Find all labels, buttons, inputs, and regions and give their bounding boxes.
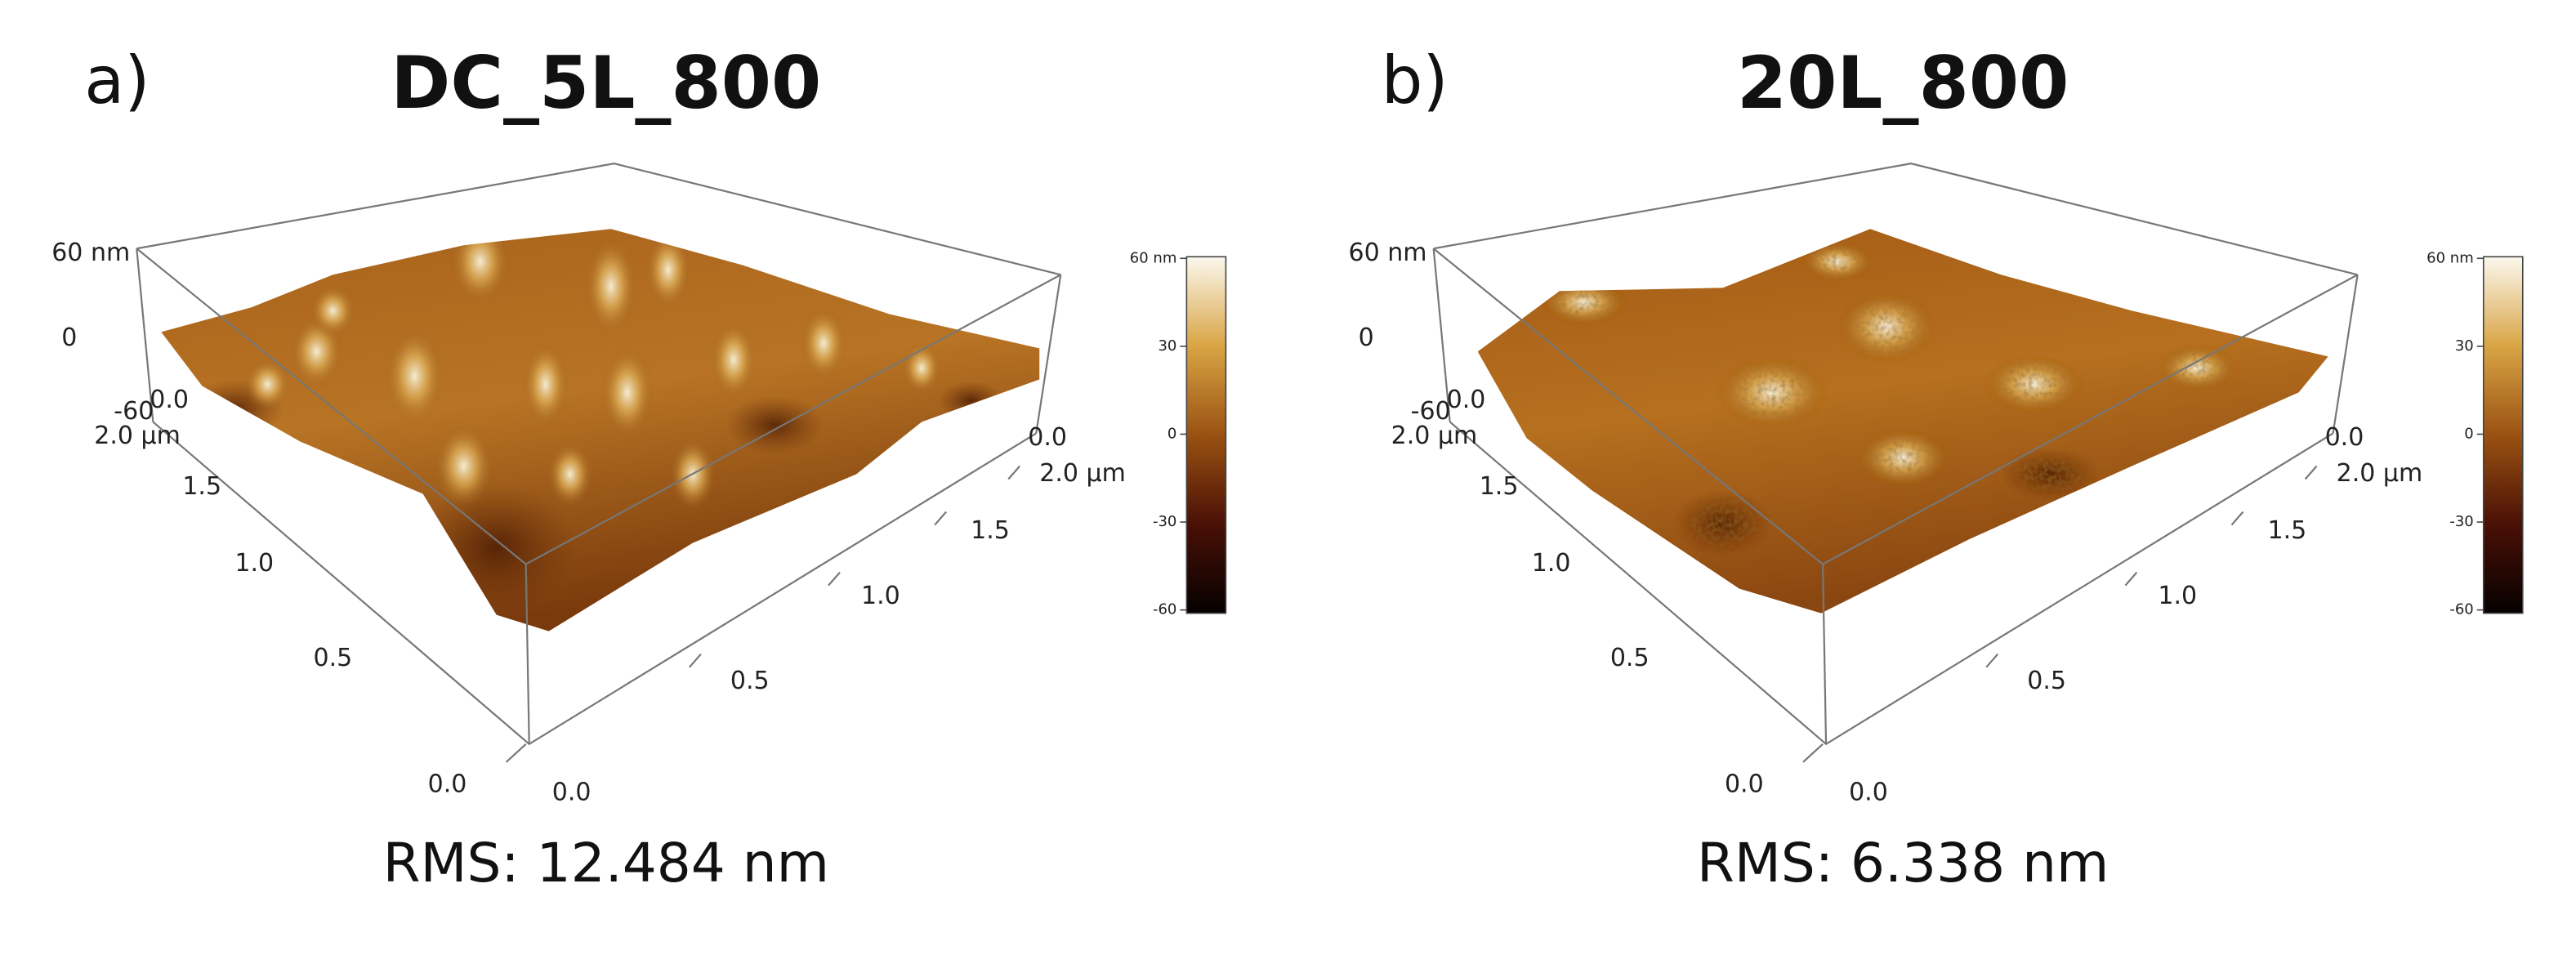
surface-peak: [522, 341, 569, 427]
x-axis-label: 0.0: [1028, 423, 1067, 452]
box-edge: [1821, 564, 1828, 744]
axis-tick: [2304, 465, 2318, 480]
colorbar-label: 60 nm: [1130, 249, 1177, 266]
rms-value: RMS: 6.338 nm: [1697, 832, 2109, 895]
box-edge: [525, 564, 530, 744]
surface-pit: [1673, 490, 1773, 556]
surface-peak: [710, 320, 757, 399]
z-axis-label: 60 nm: [51, 239, 130, 267]
axis-tick: [1985, 653, 1999, 668]
axis-tick: [505, 743, 527, 763]
z-axis-label: 0: [1359, 324, 1374, 352]
surface-peak: [310, 284, 356, 337]
colorbar-label: 30: [2455, 337, 2474, 355]
y-axis-label: 0.0: [428, 770, 467, 798]
colorbar-label: 0: [1167, 425, 1176, 442]
colorbar: [2482, 256, 2524, 614]
surface-peak: [584, 237, 637, 336]
rms-value: RMS: 12.484 nm: [383, 832, 829, 895]
z-axis-label: 0.0: [150, 386, 189, 414]
box-edge: [1035, 274, 1062, 434]
surface-peak: [450, 229, 510, 305]
z-axis-label: -60: [114, 397, 154, 426]
z-axis-label: 0.0: [1447, 386, 1486, 414]
box-edge: [2332, 274, 2359, 434]
colorbar-label: -30: [1153, 513, 1176, 530]
surface-peak: [434, 423, 493, 509]
surface-peak: [1837, 291, 1936, 364]
axis-tick: [1802, 743, 1824, 763]
panel-title: 20L_800: [1737, 41, 2069, 125]
y-axis-label: 1.5: [1480, 472, 1519, 501]
colorbar-label: -60: [2449, 601, 2473, 618]
surface-peak: [645, 230, 691, 310]
z-axis-label: 60 nm: [1349, 239, 1427, 267]
surface-pit: [938, 381, 1004, 421]
z-axis-label: 2.0 µm: [94, 422, 181, 450]
surface-peak: [244, 358, 291, 411]
colorbar-label: -60: [1153, 601, 1176, 618]
box-edge: [136, 163, 1061, 276]
axis-tick: [934, 511, 947, 526]
surface-peak: [800, 307, 847, 380]
axis-tick: [828, 571, 841, 587]
panel-title: DC_5L_800: [391, 41, 821, 125]
y-axis-label: 1.0: [1532, 549, 1571, 578]
x-axis-label: 1.5: [2268, 516, 2307, 545]
panel-label: a): [84, 42, 150, 118]
x-axis-label: 0.5: [2027, 667, 2066, 695]
surface-peak: [1801, 242, 1874, 282]
z-axis-label: -60: [1411, 397, 1451, 426]
z-axis-label: 2.0 µm: [1391, 422, 1478, 450]
surface-peak: [547, 441, 593, 507]
x-axis-label: 0.0: [2325, 423, 2364, 452]
x-axis-label: 0.0: [1849, 778, 1888, 806]
y-axis-label: 1.5: [182, 472, 221, 501]
axis-tick: [1007, 465, 1021, 480]
x-axis-label: 0.0: [552, 778, 592, 806]
surface-detail: [1541, 242, 2237, 556]
surface-peak: [2158, 345, 2237, 391]
surface-peak: [1857, 428, 1949, 488]
axis-tick: [2230, 511, 2244, 526]
colorbar-label: 0: [2464, 425, 2473, 442]
surface-pit: [725, 395, 824, 455]
y-axis-label: 1.0: [234, 549, 274, 578]
x-axis-label: 1.0: [861, 582, 900, 610]
axis-tick: [689, 653, 702, 668]
surface-peak: [385, 327, 444, 426]
surface-peak: [1716, 356, 1828, 429]
box-edge: [1432, 248, 1451, 422]
x-axis-label: 1.0: [2158, 582, 2197, 610]
y-axis-label: 0.5: [1610, 644, 1650, 672]
afm-surface: [1477, 229, 2328, 614]
afm-surface: [161, 229, 1040, 631]
z-axis-label: 0: [61, 324, 77, 352]
colorbar: [1185, 256, 1227, 614]
colorbar-label: 60 nm: [2426, 249, 2474, 266]
colorbar-label: 30: [1158, 337, 1176, 355]
surface-peak: [1984, 355, 2083, 414]
x-axis-label: 0.5: [730, 667, 770, 695]
surface-peak: [600, 346, 654, 439]
x-axis-label: 2.0 µm: [1039, 459, 1126, 488]
colorbar-label: -30: [2449, 513, 2473, 530]
y-axis-label: 0.0: [1725, 770, 1764, 798]
x-axis-label: 1.5: [971, 516, 1010, 545]
box-edge: [136, 248, 154, 422]
y-axis-label: 0.5: [313, 644, 352, 672]
surface-peak: [1541, 279, 1627, 326]
x-axis-label: 2.0 µm: [2337, 459, 2423, 488]
surface-pit: [414, 482, 578, 614]
axis-tick: [2124, 571, 2138, 587]
panel-label: b): [1382, 42, 1449, 118]
box-edge: [1433, 163, 2358, 276]
surface-pit: [2001, 448, 2100, 501]
